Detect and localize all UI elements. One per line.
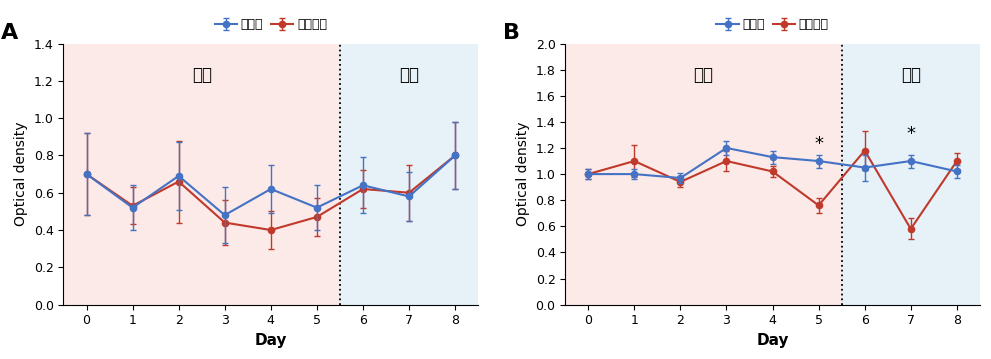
Text: 회복: 회복 — [399, 66, 419, 84]
Bar — [841, 43, 980, 304]
Legend: 대조구, 자연황토: 대조구, 자연황토 — [712, 13, 833, 36]
Legend: 대조구, 자연황토: 대조구, 자연황토 — [209, 13, 332, 36]
Text: 노출: 노출 — [694, 66, 714, 84]
Text: *: * — [907, 125, 916, 143]
Y-axis label: Optical density: Optical density — [14, 122, 28, 226]
Text: 회복: 회복 — [901, 66, 921, 84]
X-axis label: Day: Day — [756, 333, 789, 348]
Text: 노출: 노출 — [191, 66, 212, 84]
Text: A: A — [1, 23, 19, 43]
Text: *: * — [815, 135, 824, 153]
Bar — [63, 43, 340, 304]
Bar — [565, 43, 841, 304]
Bar — [340, 43, 478, 304]
Y-axis label: Optical density: Optical density — [516, 122, 530, 226]
X-axis label: Day: Day — [255, 333, 287, 348]
Text: B: B — [503, 23, 520, 43]
